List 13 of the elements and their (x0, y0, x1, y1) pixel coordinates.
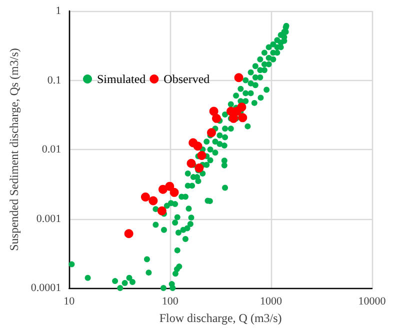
legend-label: Simulated (97, 72, 146, 86)
y-tick-label: 0.0001 (30, 282, 62, 294)
legend-label: Observed (164, 72, 210, 86)
x-tick-label: 10000 (358, 296, 386, 308)
y-tick-label: 0.001 (36, 212, 62, 225)
y-axis-title: Suspended Sediment discharge, Qs (m3/s) (7, 48, 21, 251)
x-tick-label: 1000 (260, 296, 283, 308)
x-axis-title: Flow discharge, Q (m3/s) (159, 310, 282, 325)
x-tick-label: 10 (64, 296, 76, 308)
y-tick-label: 1 (56, 5, 62, 17)
y-tick-label: 0.1 (47, 74, 62, 86)
y-tick-label: 0.01 (42, 144, 62, 156)
x-tick-label: 100 (162, 296, 179, 308)
